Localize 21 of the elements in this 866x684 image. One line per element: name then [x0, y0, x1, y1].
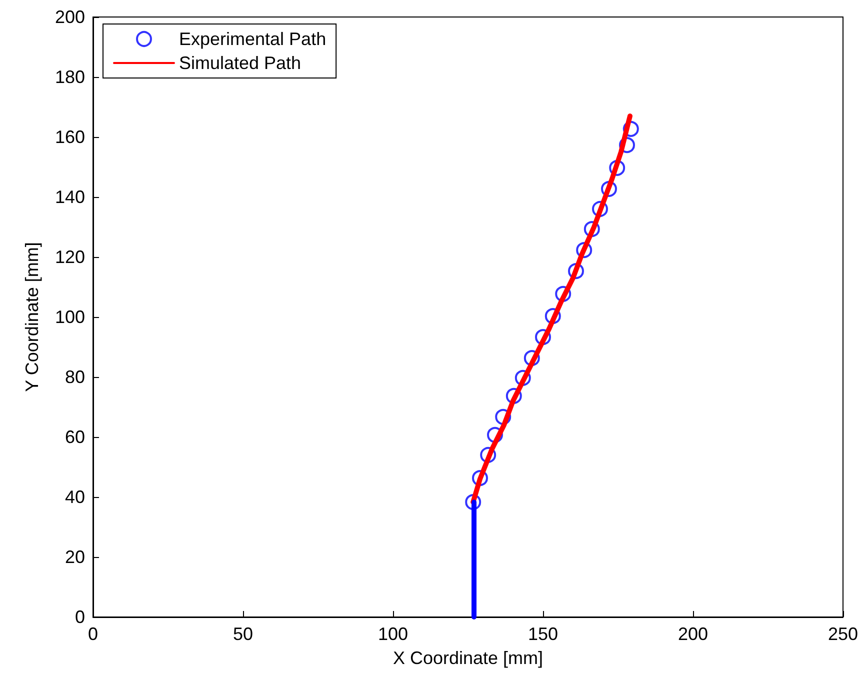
x-tick-label: 0 [88, 624, 98, 644]
y-tick-label: 160 [54, 127, 85, 147]
x-tick-label: 50 [232, 624, 254, 644]
x-tick-label: 250 [828, 624, 858, 644]
legend-label: Simulated Path [179, 53, 302, 73]
x-tick-label: 150 [528, 624, 558, 644]
x-axis-title: X Coordinate [mm] [392, 648, 544, 668]
y-tick-label: 180 [54, 67, 85, 87]
y-tick-label: 120 [54, 247, 85, 267]
y-axis-title: Y Coordinate [mm] [22, 242, 42, 392]
x-tick-label: 100 [378, 624, 408, 644]
y-tick-label: 200 [54, 7, 85, 27]
y-tick-label: 60 [64, 427, 85, 447]
y-tick-label: 0 [74, 607, 85, 627]
y-tick-label: 40 [64, 487, 85, 507]
y-tick-label: 140 [54, 187, 85, 207]
y-tick-label: 100 [54, 307, 85, 327]
y-tick-label: 20 [64, 547, 85, 567]
y-tick-label: 80 [64, 367, 85, 387]
x-tick-label: 200 [678, 624, 708, 644]
legend-label: Experimental Path [179, 29, 326, 49]
